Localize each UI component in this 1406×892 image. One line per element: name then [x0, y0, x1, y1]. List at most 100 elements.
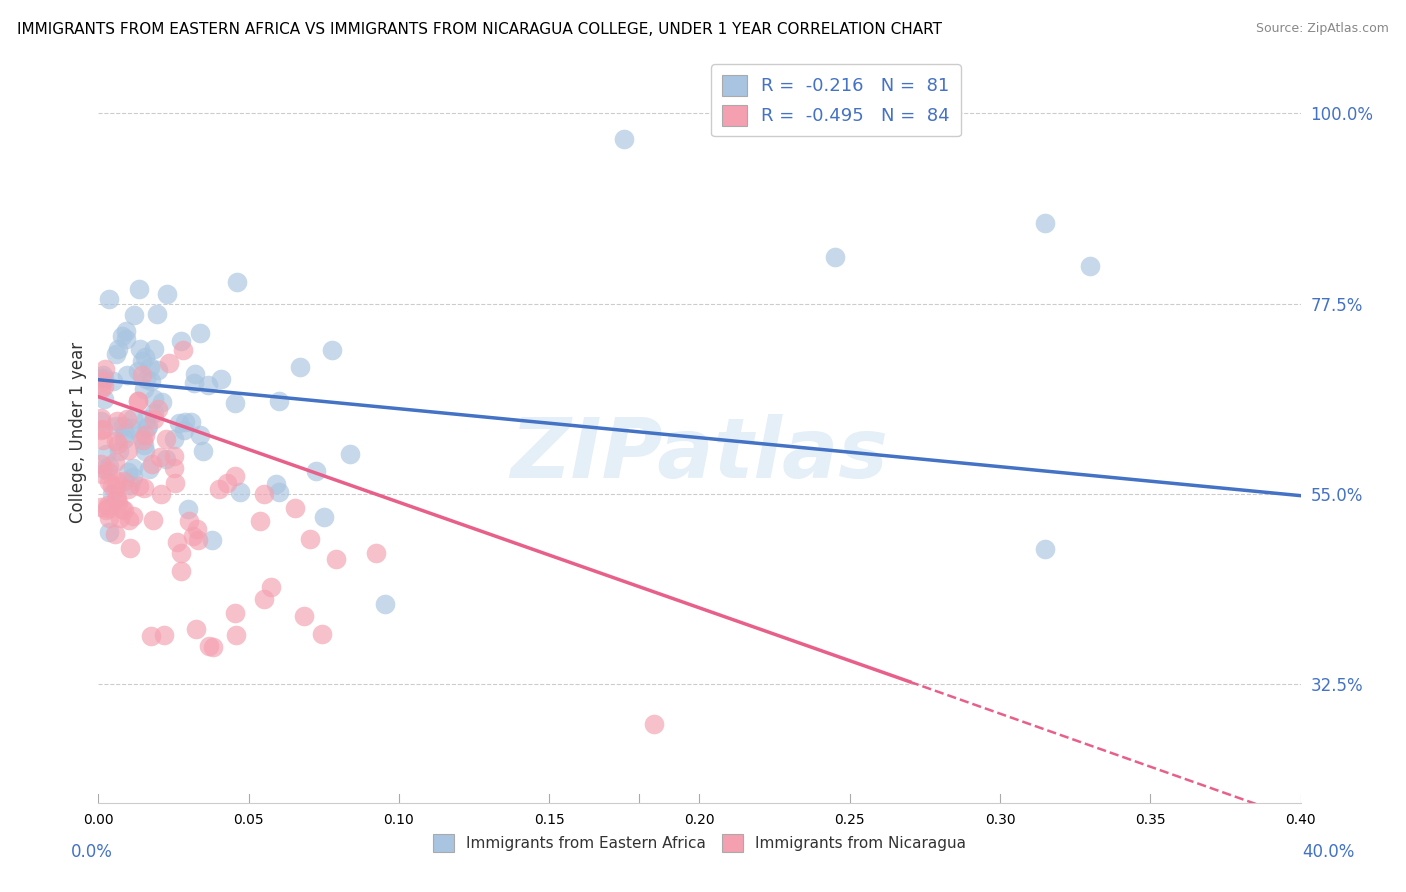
Point: [115, 332, 138, 346]
Point: [96, 498, 118, 512]
Point: [225, 276, 247, 290]
Point: [118, 513, 141, 527]
Point: [90, 382, 112, 396]
Point: [163, 476, 186, 491]
Point: [167, 416, 190, 430]
Point: [90, 414, 112, 428]
Point: [198, 640, 221, 654]
Point: [104, 347, 127, 361]
Text: IMMIGRANTS FROM EASTERN AFRICA VS IMMIGRANTS FROM NICARAGUA COLLEGE, UNDER 1 YEA: IMMIGRANTS FROM EASTERN AFRICA VS IMMIGR…: [17, 22, 942, 37]
Point: [188, 427, 211, 442]
Point: [267, 484, 290, 499]
Point: [170, 546, 193, 560]
Text: 0.0%: 0.0%: [70, 843, 112, 861]
Point: [187, 533, 209, 547]
Point: [191, 444, 214, 458]
Point: [112, 432, 135, 446]
Point: [298, 532, 321, 546]
Point: [209, 372, 232, 386]
Point: [186, 522, 208, 536]
Point: [90, 500, 112, 515]
Point: [111, 418, 134, 433]
Point: [108, 510, 131, 524]
Point: [105, 491, 128, 505]
Point: [101, 479, 124, 493]
Point: [107, 496, 129, 510]
Point: [107, 342, 129, 356]
Point: [127, 394, 149, 409]
Point: [173, 415, 195, 429]
Text: ZIPatlas: ZIPatlas: [510, 414, 889, 495]
Point: [143, 411, 166, 425]
Point: [98, 475, 121, 489]
Point: [90, 371, 112, 385]
Point: [94, 361, 117, 376]
Point: [267, 394, 290, 409]
Point: [181, 529, 204, 543]
Point: [129, 428, 152, 442]
Point: [208, 482, 231, 496]
Point: [312, 510, 335, 524]
Point: [139, 359, 162, 374]
Point: [117, 442, 139, 457]
Point: [135, 412, 157, 426]
Point: [292, 609, 315, 624]
Point: [229, 485, 252, 500]
Point: [107, 443, 129, 458]
Point: [101, 486, 124, 500]
Point: [91, 433, 114, 447]
Point: [132, 438, 155, 452]
Point: [115, 412, 138, 426]
Point: [128, 343, 150, 357]
Point: [117, 465, 139, 479]
Point: [253, 591, 276, 606]
Point: [103, 375, 125, 389]
Point: [118, 478, 141, 492]
Point: [98, 524, 121, 539]
Point: [94, 503, 117, 517]
Point: [93, 379, 115, 393]
Point: [173, 423, 195, 437]
Point: [166, 535, 188, 549]
Point: [1078, 259, 1101, 273]
Point: [163, 449, 186, 463]
Point: [122, 470, 145, 484]
Point: [149, 450, 172, 464]
Point: [114, 425, 136, 440]
Point: [105, 478, 128, 492]
Point: [105, 414, 128, 428]
Point: [135, 372, 157, 386]
Point: [105, 491, 128, 505]
Point: [128, 479, 150, 493]
Point: [139, 629, 162, 643]
Point: [170, 334, 193, 348]
Point: [139, 374, 162, 388]
Point: [184, 368, 207, 382]
Point: [121, 461, 143, 475]
Point: [132, 433, 155, 447]
Legend: Immigrants from Eastern Africa, Immigrants from Nicaragua: Immigrants from Eastern Africa, Immigran…: [426, 829, 973, 858]
Point: [138, 462, 160, 476]
Point: [201, 533, 224, 547]
Point: [111, 328, 134, 343]
Point: [131, 353, 153, 368]
Point: [138, 419, 160, 434]
Point: [111, 502, 134, 516]
Point: [98, 459, 121, 474]
Point: [90, 423, 112, 437]
Point: [225, 627, 247, 641]
Point: [112, 474, 135, 488]
Point: [177, 502, 200, 516]
Point: [311, 627, 333, 641]
Point: [145, 307, 167, 321]
Point: [325, 551, 347, 566]
Point: [128, 282, 150, 296]
Point: [150, 395, 173, 409]
Point: [215, 476, 238, 491]
Point: [180, 415, 202, 429]
Point: [249, 514, 271, 528]
Point: [224, 606, 246, 620]
Point: [148, 401, 170, 416]
Point: [143, 406, 166, 420]
Point: [97, 501, 120, 516]
